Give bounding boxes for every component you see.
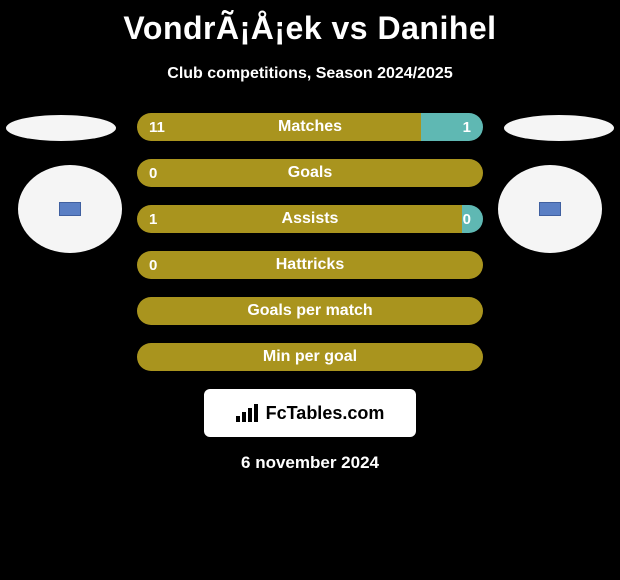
footer-date: 6 november 2024 (0, 453, 620, 473)
bar-right-fill (421, 113, 483, 141)
comparison-content: Matches111 Goals0 Assists10 Hattricks0 Goals… (0, 113, 620, 473)
right-player-avatar (498, 165, 602, 253)
stat-row: Goals0 (137, 159, 483, 187)
stat-row: Goals per match (137, 297, 483, 325)
page-title: VondrÃ¡Å¡ek vs Danihel (0, 0, 620, 47)
flag-icon (539, 202, 561, 216)
bar-left-fill (137, 343, 483, 371)
bar-left-fill (137, 205, 462, 233)
bar-right-fill (462, 205, 483, 233)
brand-badge[interactable]: FcTables.com (204, 389, 416, 437)
right-player-ellipse (504, 115, 614, 141)
bar-left-fill (137, 113, 421, 141)
flag-icon (59, 202, 81, 216)
left-player-avatar (18, 165, 122, 253)
stat-row: Hattricks0 (137, 251, 483, 279)
stat-row: Min per goal (137, 343, 483, 371)
left-player-ellipse (6, 115, 116, 141)
bar-left-fill (137, 251, 483, 279)
bar-chart-icon (236, 404, 258, 422)
page-subtitle: Club competitions, Season 2024/2025 (0, 65, 620, 83)
brand-text: FcTables.com (266, 403, 385, 424)
bar-left-fill (137, 297, 483, 325)
stat-row: Assists10 (137, 205, 483, 233)
stat-row: Matches111 (137, 113, 483, 141)
stats-bars: Matches111 Goals0 Assists10 Hattricks0 Goals… (137, 113, 483, 371)
bar-left-fill (137, 159, 483, 187)
